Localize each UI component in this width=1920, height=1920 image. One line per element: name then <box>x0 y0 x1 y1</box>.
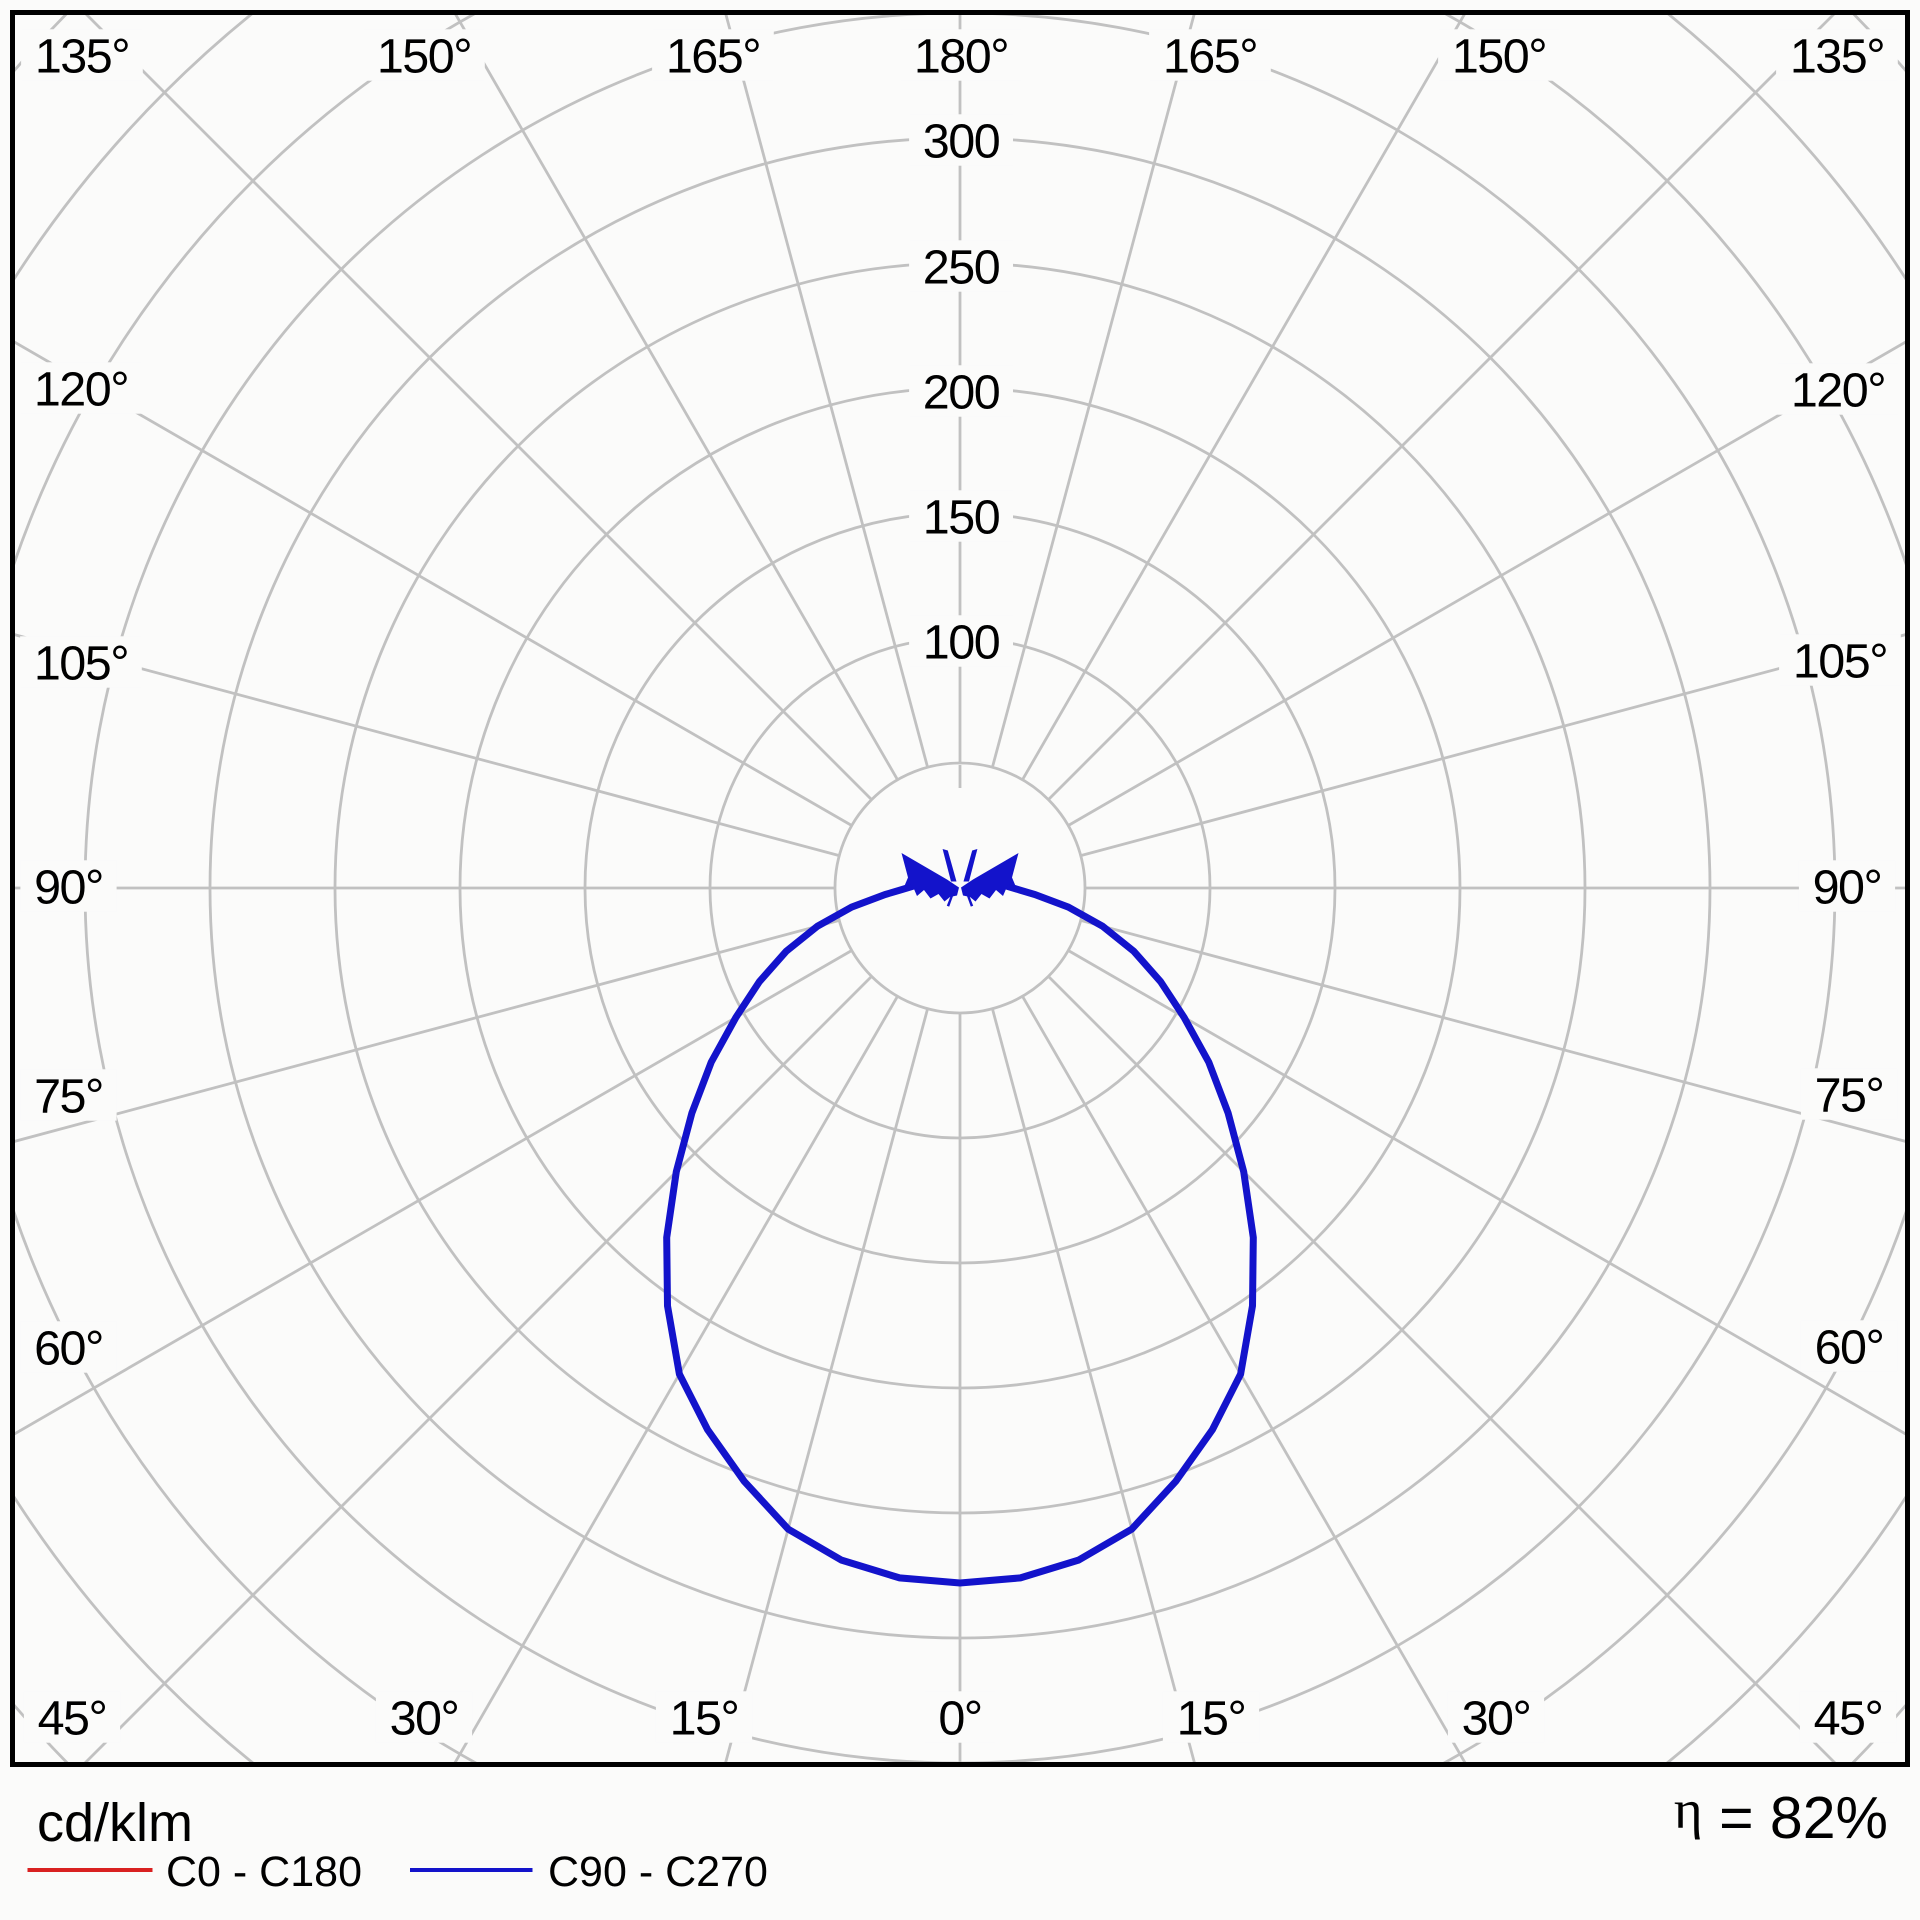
svg-text:135°: 135° <box>1790 30 1884 84</box>
svg-text:250: 250 <box>923 241 1000 295</box>
svg-text:150°: 150° <box>377 30 471 84</box>
svg-text:90°: 90° <box>1813 861 1882 915</box>
svg-text:105°: 105° <box>1793 635 1887 689</box>
svg-text:75°: 75° <box>34 1070 103 1124</box>
svg-text:45°: 45° <box>1814 1692 1883 1746</box>
svg-text:165°: 165° <box>1163 30 1257 84</box>
svg-text:90°: 90° <box>34 861 103 915</box>
svg-text:15°: 15° <box>1177 1692 1246 1746</box>
svg-text:120°: 120° <box>1791 364 1885 418</box>
svg-text:cd/klm: cd/klm <box>37 1793 193 1853</box>
svg-text:60°: 60° <box>34 1322 103 1376</box>
svg-text:C0 - C180: C0 - C180 <box>166 1848 362 1896</box>
svg-text:30°: 30° <box>1462 1692 1531 1746</box>
svg-text:C90 - C270: C90 - C270 <box>548 1848 768 1896</box>
svg-text:300: 300 <box>923 115 1000 169</box>
svg-text:135°: 135° <box>35 30 129 84</box>
svg-text:200: 200 <box>923 366 1000 420</box>
svg-text:η = 82%: η = 82% <box>1674 1779 1888 1851</box>
svg-text:30°: 30° <box>390 1692 459 1746</box>
svg-text:150°: 150° <box>1452 30 1546 84</box>
svg-text:60°: 60° <box>1815 1321 1884 1375</box>
svg-text:120°: 120° <box>34 363 128 417</box>
svg-text:0°: 0° <box>938 1692 981 1746</box>
svg-text:100: 100 <box>923 616 1000 670</box>
svg-text:150: 150 <box>923 491 1000 545</box>
svg-text:75°: 75° <box>1815 1069 1884 1123</box>
svg-text:180°: 180° <box>914 30 1008 84</box>
svg-text:105°: 105° <box>34 637 128 691</box>
svg-text:45°: 45° <box>38 1692 107 1746</box>
svg-text:165°: 165° <box>666 30 760 84</box>
svg-text:15°: 15° <box>670 1692 739 1746</box>
